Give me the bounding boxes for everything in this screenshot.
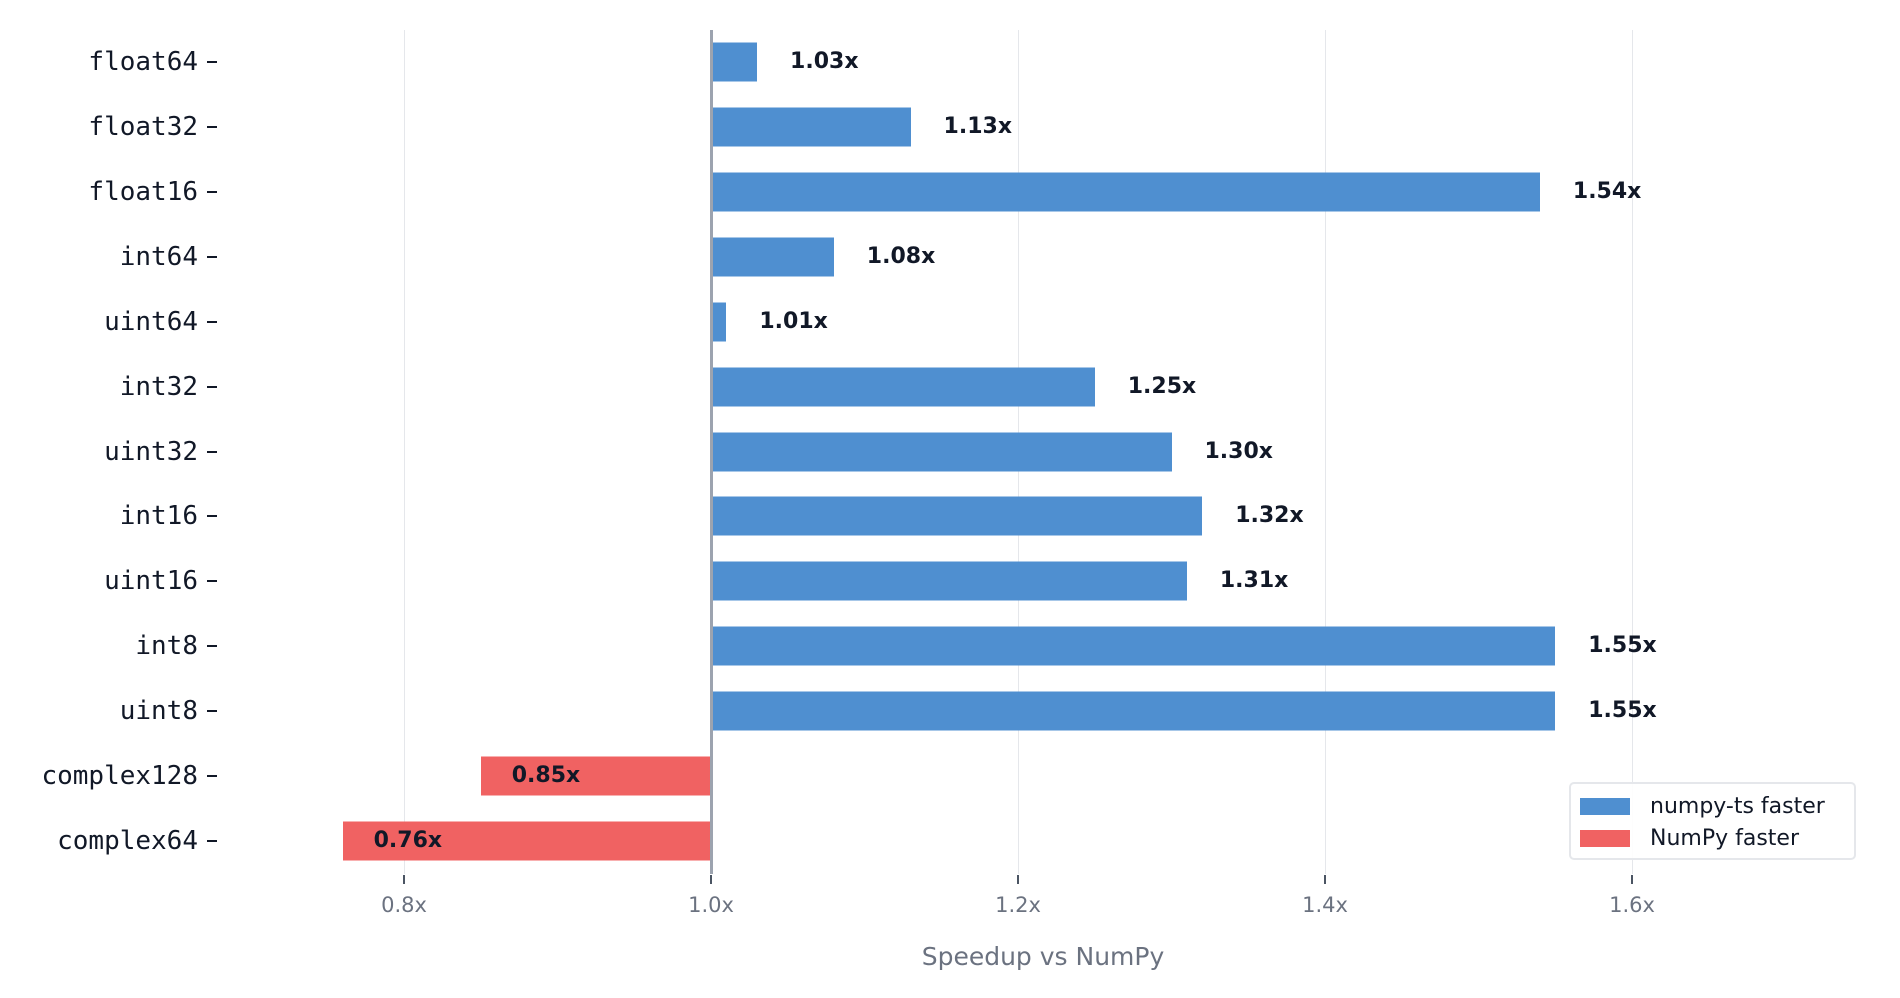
y-tick-mark: [207, 190, 217, 193]
y-tick-mark: [207, 710, 217, 713]
y-tick-label: int32: [119, 371, 198, 402]
bar-faster: [711, 302, 727, 342]
gridline: [1325, 30, 1326, 874]
legend-item-numpy-ts-faster: numpy-ts faster: [1580, 793, 1825, 819]
x-axis-title: Speedup vs NumPy: [921, 942, 1165, 971]
y-tick-label: int16: [119, 501, 198, 532]
gridline: [1632, 30, 1633, 874]
bar-faster: [711, 237, 834, 277]
bar-slower: [480, 756, 711, 796]
x-tick-mark: [1324, 875, 1326, 884]
y-tick-label: uint32: [104, 436, 198, 467]
legend-swatch-blue: [1580, 797, 1630, 815]
y-tick-mark: [207, 320, 217, 323]
bar-faster: [711, 691, 1556, 731]
bar-value-label: 1.01x: [759, 308, 828, 334]
x-tick-label: 1.6x: [1609, 893, 1655, 917]
bar-faster: [711, 367, 1095, 407]
y-tick-mark: [207, 385, 217, 388]
legend-label: NumPy faster: [1650, 825, 1800, 851]
bar-faster: [711, 432, 1172, 472]
bar-value-label: 1.31x: [1219, 568, 1289, 594]
y-tick-mark: [207, 645, 217, 648]
bar-value-label: 0.85x: [511, 763, 581, 789]
bar-faster: [711, 496, 1203, 536]
y-tick-label: uint8: [119, 696, 198, 727]
y-tick-label: complex64: [57, 826, 198, 857]
y-tick-label: uint16: [104, 566, 198, 597]
y-tick-label: complex128: [41, 761, 198, 792]
bar-value-label: 1.55x: [1588, 633, 1657, 659]
bar-value-label: 1.08x: [866, 243, 936, 269]
bar-value-label: 0.76x: [373, 828, 443, 854]
x-tick-label: 1.2x: [995, 893, 1041, 917]
bar-value-label: 1.13x: [943, 113, 1013, 139]
bar-value-label: 1.03x: [790, 49, 859, 74]
bar-value-label: 1.25x: [1127, 373, 1197, 399]
bar-slower: [342, 821, 711, 861]
y-tick-label: float32: [88, 111, 198, 142]
y-tick-label: float16: [88, 176, 198, 207]
bar-faster: [711, 626, 1556, 666]
legend-item-numpy-faster: NumPy faster: [1580, 825, 1799, 851]
legend-swatch-red: [1580, 829, 1630, 847]
legend-label: numpy-ts faster: [1650, 793, 1825, 819]
x-tick-mark: [710, 875, 712, 884]
y-tick-mark: [207, 125, 217, 128]
y-tick-mark: [207, 775, 217, 778]
x-tick-mark: [403, 875, 405, 884]
y-tick-mark: [207, 450, 217, 453]
y-tick-mark: [207, 61, 217, 63]
bar-faster: [711, 172, 1540, 212]
bar-value-label: 1.32x: [1235, 503, 1304, 529]
bar-value-label: 1.54x: [1572, 178, 1642, 204]
x-tick-mark: [1017, 875, 1019, 884]
bar-faster: [711, 42, 758, 82]
y-tick-mark: [207, 840, 217, 843]
gridline: [404, 30, 405, 874]
y-tick-label: float64: [88, 47, 198, 77]
y-tick-label: uint64: [104, 306, 198, 337]
y-tick-mark: [207, 255, 217, 258]
bar-faster: [711, 561, 1187, 601]
y-tick-label: int8: [135, 631, 198, 662]
y-tick-mark: [207, 515, 217, 518]
bar-faster: [711, 107, 911, 147]
y-tick-label: int64: [119, 241, 198, 272]
x-tick-label: 0.8x: [381, 893, 427, 917]
legend: numpy-ts faster NumPy faster: [1569, 782, 1856, 860]
bar-value-label: 1.30x: [1204, 438, 1273, 464]
x-tick-label: 1.0x: [688, 893, 734, 917]
reference-line-1x: [710, 30, 713, 874]
bar-value-label: 1.55x: [1588, 698, 1657, 724]
x-tick-mark: [1631, 875, 1633, 884]
y-tick-mark: [207, 580, 217, 583]
x-tick-label: 1.4x: [1302, 893, 1348, 917]
